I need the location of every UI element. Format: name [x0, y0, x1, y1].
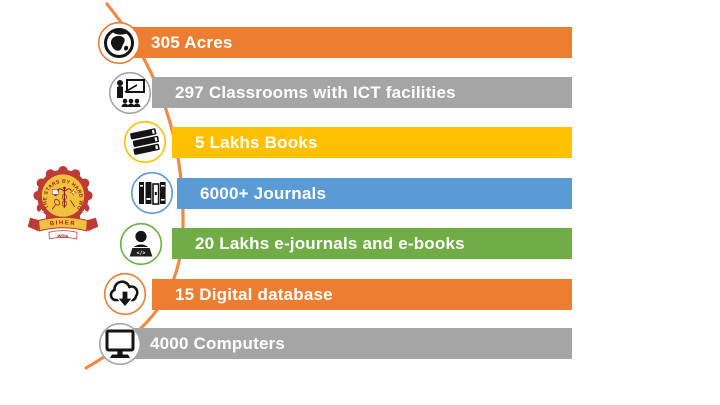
stat-bar-acres: 305 Acres [128, 27, 572, 58]
book-stack-icon [123, 120, 167, 164]
stat-bar-classrooms: 297 Classrooms with ICT facilities [152, 77, 572, 108]
classroom-presentation-icon [108, 71, 152, 115]
stat-bar-digital-database: 15 Digital database [152, 279, 572, 310]
bookshelf-icon [130, 171, 174, 215]
icon-ring [130, 171, 174, 215]
logo-emblems [51, 186, 78, 210]
cloud-download-icon [103, 272, 147, 316]
logo-stars [38, 208, 88, 215]
bar-label: 305 Acres [151, 32, 233, 52]
stat-bar-computers: 4000 Computers [127, 328, 572, 359]
bar-label: 5 Lakhs Books [195, 132, 318, 152]
logo-banner: BIHER INDIA [27, 216, 99, 240]
stat-bar-journals: 6000+ Journals [177, 178, 572, 209]
svg-text:BIHER: BIHER [50, 220, 77, 227]
stat-bar-books: 5 Lakhs Books [172, 127, 572, 158]
bar-label: 20 Lakhs e-journals and e-books [195, 233, 465, 253]
logo-acronym: BIHER [50, 220, 75, 227]
icon-ring [119, 222, 163, 266]
bar-label: 4000 Computers [150, 333, 286, 353]
person-laptop-icon: </> [119, 222, 163, 266]
logo-disc [41, 174, 85, 217]
bar-label: 297 Classrooms with ICT facilities [175, 82, 456, 102]
computer-monitor-icon [98, 322, 142, 366]
bar-label: 6000+ Journals [200, 183, 327, 203]
svg-text:</>: </> [136, 251, 145, 257]
stat-bar-ejournals: 20 Lakhs e-journals and e-books [172, 228, 572, 259]
globe-icon [97, 21, 141, 65]
bar-label: 15 Digital database [175, 284, 333, 304]
logo-country: INDIA [57, 233, 68, 238]
biher-logo: TO THE STARS BY HARD WORK [14, 154, 110, 253]
